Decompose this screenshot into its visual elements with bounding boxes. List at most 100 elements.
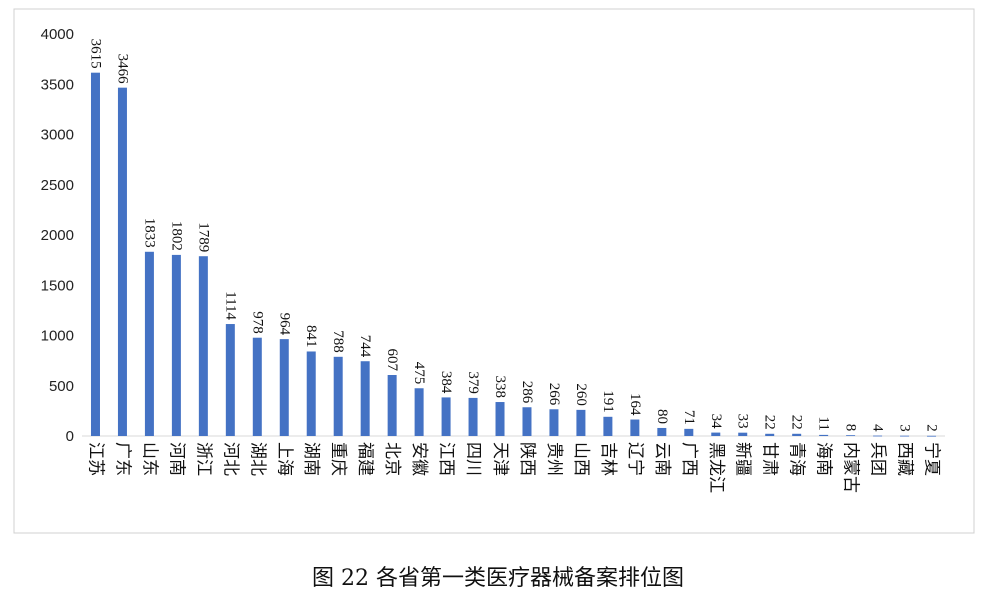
- y-tick-label: 3500: [41, 76, 74, 93]
- bar: [684, 428, 694, 436]
- x-tick-label: 重庆: [328, 442, 348, 476]
- bar: [792, 433, 802, 436]
- data-label: 80: [654, 409, 670, 424]
- y-tick-label: 0: [66, 428, 74, 445]
- data-label: 1114: [222, 291, 238, 320]
- x-tick-label: 天津: [490, 442, 510, 476]
- bar: [279, 339, 289, 436]
- x-tick-label: 黑龙江: [706, 442, 726, 493]
- bar: [738, 432, 748, 436]
- bar: [765, 433, 775, 436]
- data-label: 164: [627, 393, 643, 416]
- data-label: 1833: [141, 218, 157, 248]
- data-label: 964: [276, 313, 292, 336]
- bar: [387, 375, 397, 436]
- x-tick-label: 广东: [112, 442, 132, 476]
- data-label: 379: [465, 371, 481, 394]
- data-label: 788: [330, 330, 346, 353]
- bar: [657, 427, 667, 436]
- y-tick-label: 2500: [41, 177, 74, 194]
- x-tick-label: 内蒙古: [841, 442, 861, 493]
- y-tick-label: 1500: [41, 277, 74, 294]
- data-label: 22: [762, 415, 778, 430]
- y-tick-label: 3000: [41, 127, 74, 144]
- data-label: 744: [357, 335, 373, 358]
- bar: [252, 337, 262, 436]
- bar: [306, 351, 316, 436]
- x-tick-label: 北京: [382, 442, 402, 476]
- x-tick-label: 宁夏: [922, 442, 942, 476]
- x-tick-label: 安徽: [409, 442, 429, 476]
- data-label: 260: [573, 383, 589, 406]
- bar: [198, 256, 208, 436]
- data-label: 2: [924, 424, 940, 432]
- bars: [90, 72, 937, 437]
- x-tick-label: 山西: [571, 442, 591, 476]
- x-tick-label: 江苏: [85, 442, 105, 476]
- bar: [171, 254, 181, 436]
- data-label: 3: [897, 424, 913, 432]
- x-tick-label: 湖北: [247, 442, 267, 476]
- data-label: 4: [870, 424, 886, 432]
- data-label: 1802: [168, 221, 184, 251]
- x-tick-label: 山东: [139, 442, 159, 476]
- bar: [630, 419, 640, 436]
- data-label: 475: [411, 362, 427, 385]
- value-labels: 3615 3466 1833 1802 1789 1114 978 964 841 788 744 6…: [87, 39, 939, 432]
- bar: [225, 324, 235, 436]
- bar: [117, 87, 127, 437]
- data-label: 34: [708, 414, 724, 430]
- data-label: 33: [735, 414, 751, 429]
- data-label: 286: [519, 381, 535, 404]
- data-label: 1789: [195, 222, 211, 252]
- bar: [468, 397, 478, 436]
- data-label: 191: [600, 390, 616, 413]
- x-tick-label: 湖南: [301, 442, 321, 476]
- x-tick-label: 福建: [355, 442, 375, 476]
- data-label: 978: [249, 311, 265, 334]
- bar: [495, 402, 505, 436]
- data-label: 11: [816, 416, 832, 430]
- x-tick-label: 浙江: [193, 442, 213, 476]
- x-tick-label: 新疆: [733, 442, 753, 476]
- data-label: 3615: [87, 39, 103, 69]
- bar: [927, 435, 937, 437]
- y-tick-label: 1000: [41, 328, 74, 345]
- x-tick-label: 广西: [679, 442, 699, 476]
- x-tick-label: 陕西: [517, 442, 537, 476]
- category-labels: 江苏 广东 山东 河南 浙江 河北 湖北 上海 湖南 重庆 福建 北京 安徽 江西 四川 天津 陕西 贵州 山西 吉林…: [85, 442, 941, 493]
- figure-caption: 图 22 各省第一类医疗器械备案排位图: [312, 566, 684, 591]
- data-label: 841: [303, 325, 319, 348]
- data-label: 338: [492, 376, 508, 399]
- data-label: 607: [384, 349, 400, 372]
- y-tick-label: 500: [49, 378, 74, 395]
- bar: [333, 356, 343, 436]
- bar: [144, 251, 154, 436]
- bar: [900, 435, 910, 437]
- x-tick-label: 四川: [463, 442, 483, 476]
- bar: [90, 72, 100, 436]
- bar: [522, 407, 532, 436]
- x-tick-label: 甘肃: [760, 442, 780, 476]
- data-label: 8: [843, 424, 859, 432]
- x-tick-label: 江西: [436, 442, 456, 476]
- data-label: 22: [789, 415, 805, 430]
- bar: [603, 416, 613, 436]
- bar: [576, 409, 586, 436]
- x-tick-label: 河南: [166, 442, 186, 476]
- x-tick-label: 吉林: [598, 442, 618, 476]
- x-tick-label: 海南: [814, 442, 834, 476]
- x-tick-label: 贵州: [544, 442, 564, 476]
- x-tick-label: 上海: [274, 442, 294, 476]
- bar: [873, 435, 883, 437]
- bar: [819, 434, 829, 436]
- y-axis: 0 500 1000 1500 2000 2500 3000 3500 4000: [41, 26, 74, 445]
- bar: [711, 432, 721, 436]
- data-label: 384: [438, 371, 454, 394]
- data-label: 3466: [114, 54, 130, 85]
- data-label: 71: [681, 410, 697, 425]
- y-tick-label: 2000: [41, 227, 74, 244]
- x-tick-label: 兵团: [868, 442, 888, 476]
- data-label: 266: [546, 383, 562, 406]
